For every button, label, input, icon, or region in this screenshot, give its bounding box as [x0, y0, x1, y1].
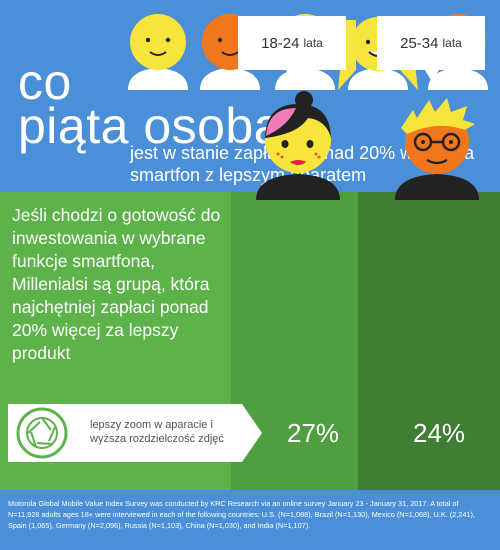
age-unit: lata	[303, 36, 323, 50]
headline-line1: co	[18, 54, 72, 110]
girl-avatar	[256, 91, 340, 200]
column-25-34	[358, 192, 500, 490]
percent-25-34: 24%	[413, 418, 466, 448]
feature-label: lepszy zoom w aparacie i wyższa rozdziel…	[90, 419, 224, 445]
percent-18-24: 27%	[287, 418, 340, 448]
boy-avatar	[395, 98, 479, 200]
age-range: 25-34	[400, 34, 439, 52]
intro-text: Jeśli chodzi o gotowość do inwestowania …	[12, 205, 221, 363]
headline-line2: piąta osoba	[18, 98, 283, 154]
headline: co piąta osoba	[18, 57, 283, 154]
footer-note: Motorola Global Mobile Value Index Surve…	[0, 490, 500, 550]
age-range: 18-24	[261, 34, 300, 52]
face-yellow-1	[128, 14, 188, 90]
feature-label-box: lepszy zoom w aparacie i wyższa rozdziel…	[8, 404, 262, 462]
age-unit: lata	[442, 36, 462, 50]
age-bubble-25-34: 25-34 lata	[377, 16, 485, 82]
camera-lens-icon	[16, 407, 68, 459]
age-bubble-18-24: 18-24 lata	[238, 16, 346, 82]
